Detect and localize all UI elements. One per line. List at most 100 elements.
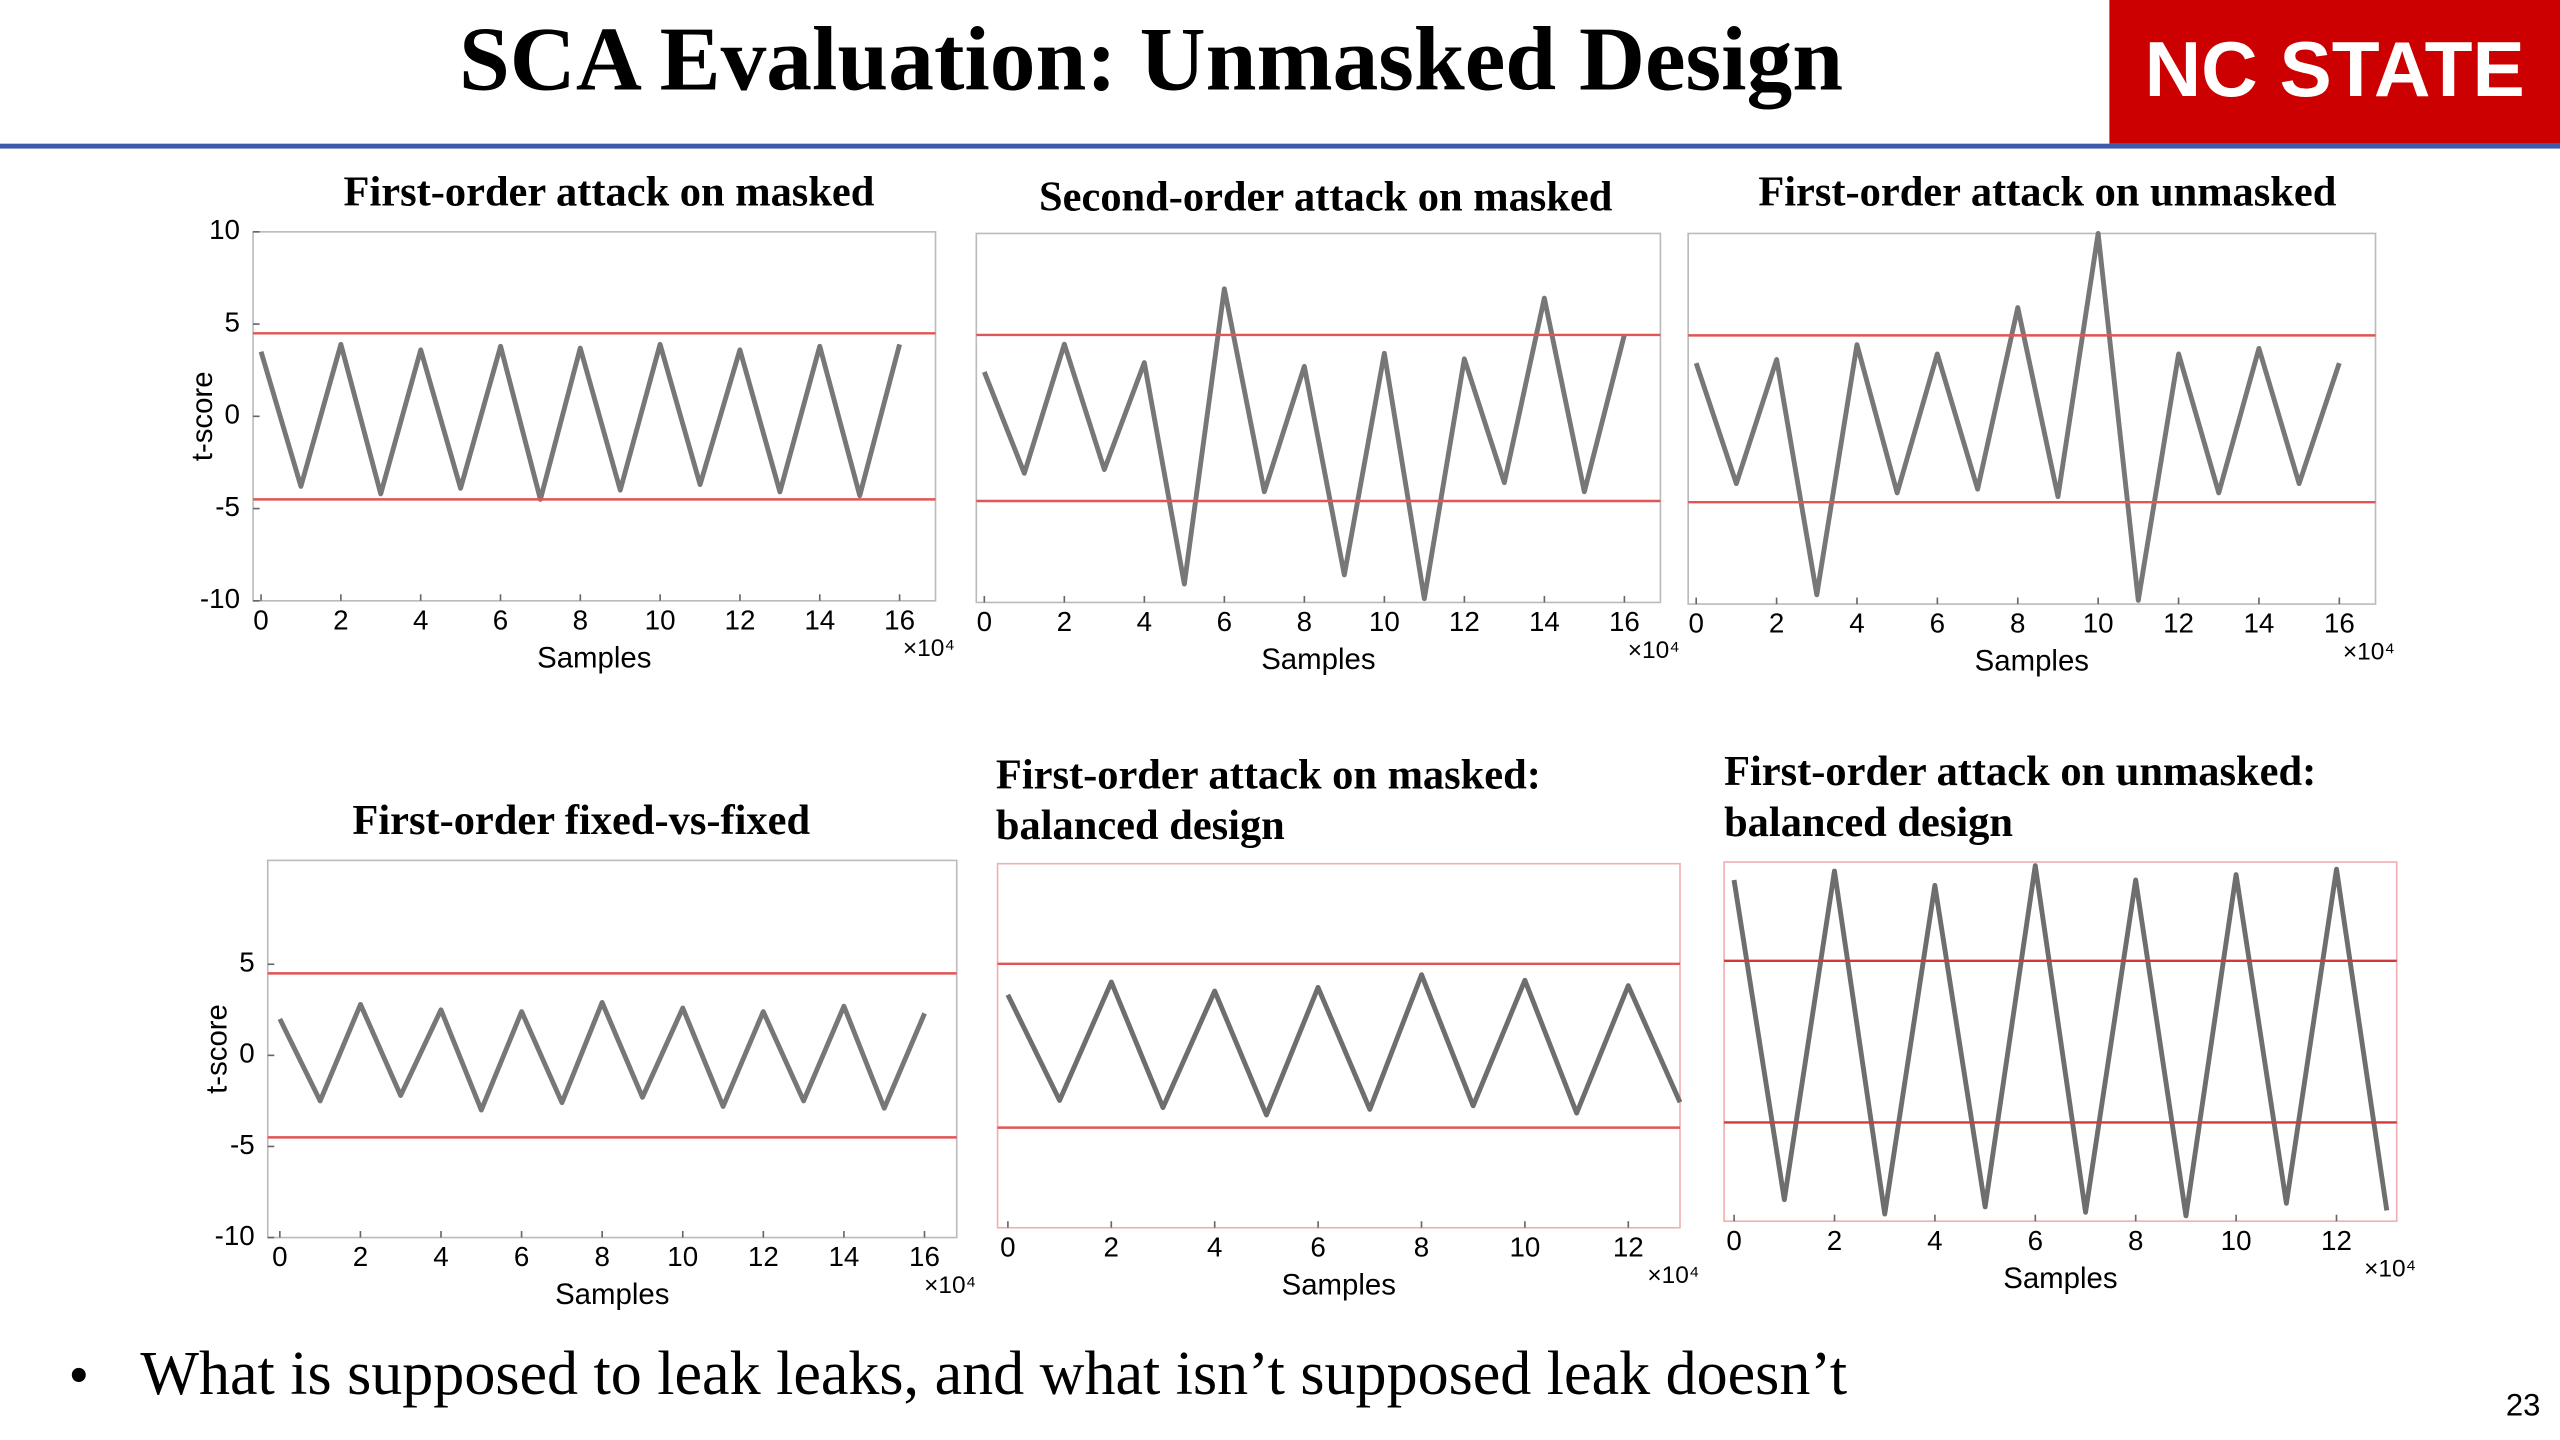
header-rule bbox=[0, 143, 2560, 149]
y-tick-label: 5 bbox=[239, 947, 254, 978]
chart-title: balanced design bbox=[1724, 799, 2013, 846]
x-tick-label: 4 bbox=[433, 1241, 448, 1272]
x-tick-label: 0 bbox=[272, 1241, 287, 1272]
plot-area bbox=[975, 232, 1662, 604]
x-tick-label: 12 bbox=[1613, 1231, 1644, 1262]
chart-title: First-order attack on unmasked: bbox=[1724, 748, 2316, 795]
x-tick-label: 2 bbox=[1827, 1225, 1842, 1256]
y-tick-label: -5 bbox=[215, 491, 240, 522]
x-tick-label: 6 bbox=[514, 1241, 529, 1272]
x-tick-label: 4 bbox=[1207, 1231, 1222, 1262]
trace bbox=[277, 1000, 927, 1113]
logo-box bbox=[2109, 0, 2560, 144]
trace bbox=[258, 341, 902, 502]
x-axis-label: Samples bbox=[1282, 1268, 1396, 1301]
x-tick-label: 4 bbox=[1137, 606, 1152, 637]
x-tick-label: 14 bbox=[1529, 606, 1560, 637]
logo: NC STATE bbox=[2145, 25, 2525, 113]
x-tick-label: 16 bbox=[909, 1241, 940, 1272]
x-multiplier: ×10⁴ bbox=[903, 635, 955, 662]
x-tick-label: 12 bbox=[2321, 1225, 2352, 1256]
x-tick-label: 2 bbox=[353, 1241, 368, 1272]
x-tick-label: 8 bbox=[1297, 606, 1312, 637]
x-tick-label: 8 bbox=[2010, 608, 2025, 639]
y-tick-label: 0 bbox=[225, 399, 240, 430]
bullet-text: What is supposed to leak leaks, and what… bbox=[140, 1340, 1847, 1408]
x-tick-label: 10 bbox=[645, 604, 676, 635]
y-tick-label: 5 bbox=[225, 306, 240, 337]
x-tick-label: 0 bbox=[977, 606, 992, 637]
x-multiplier: ×10⁴ bbox=[1628, 637, 1680, 664]
y-tick-label: 0 bbox=[239, 1038, 254, 1069]
x-tick-label: 12 bbox=[748, 1241, 779, 1272]
x-tick-label: 4 bbox=[1927, 1225, 1942, 1256]
x-axis-label: Samples bbox=[555, 1278, 669, 1311]
x-tick-label: 6 bbox=[1217, 606, 1232, 637]
x-tick-label: 16 bbox=[1609, 606, 1640, 637]
x-tick-label: 2 bbox=[333, 604, 348, 635]
chart-title: First-order attack on masked: bbox=[996, 752, 1541, 799]
trace bbox=[1731, 863, 2390, 1219]
plot-area bbox=[996, 862, 1681, 1229]
bullet-dot: • bbox=[69, 1343, 90, 1408]
x-axis-label: Samples bbox=[1261, 643, 1375, 676]
y-tick-label: 10 bbox=[209, 214, 240, 245]
x-tick-label: 6 bbox=[493, 604, 508, 635]
x-tick-label: 10 bbox=[2083, 608, 2114, 639]
x-tick-label: 2 bbox=[1057, 606, 1072, 637]
x-tick-label: 8 bbox=[1414, 1231, 1429, 1262]
y-tick-label: -10 bbox=[215, 1220, 255, 1251]
x-tick-label: 2 bbox=[1769, 608, 1784, 639]
x-multiplier: ×10⁴ bbox=[924, 1272, 976, 1299]
x-tick-label: 10 bbox=[1369, 606, 1400, 637]
x-tick-label: 0 bbox=[1726, 1225, 1741, 1256]
x-tick-label: 4 bbox=[413, 604, 428, 635]
y-tick-label: -10 bbox=[200, 583, 240, 614]
x-tick-label: 14 bbox=[2244, 608, 2275, 639]
chart-title: Second-order attack on masked bbox=[1039, 174, 1613, 221]
x-axis-label: Samples bbox=[537, 641, 651, 674]
x-tick-label: 8 bbox=[2128, 1225, 2143, 1256]
x-multiplier: ×10⁴ bbox=[1647, 1262, 1699, 1289]
x-tick-label: 6 bbox=[1310, 1231, 1325, 1262]
x-tick-label: 12 bbox=[1449, 606, 1480, 637]
y-axis-label: t-score bbox=[186, 371, 219, 461]
trace bbox=[1693, 231, 2342, 603]
x-tick-label: 8 bbox=[594, 1241, 609, 1272]
y-tick-label: -5 bbox=[230, 1129, 255, 1160]
chart-title: First-order attack on unmasked bbox=[1758, 169, 2336, 216]
x-axis-label: Samples bbox=[2003, 1262, 2117, 1295]
x-tick-label: 4 bbox=[1849, 608, 1864, 639]
x-tick-label: 0 bbox=[1000, 1231, 1015, 1262]
x-tick-label: 14 bbox=[828, 1241, 859, 1272]
x-tick-label: 0 bbox=[253, 604, 268, 635]
x-tick-label: 0 bbox=[1688, 608, 1703, 639]
x-axis-label: Samples bbox=[1975, 645, 2089, 678]
chart-title: balanced design bbox=[996, 802, 1285, 849]
plot-area bbox=[1687, 232, 2377, 605]
slide-title: SCA Evaluation: Unmasked Design bbox=[459, 9, 1843, 110]
x-tick-label: 12 bbox=[2163, 608, 2194, 639]
page-number: 23 bbox=[2506, 1388, 2541, 1423]
x-multiplier: ×10⁴ bbox=[2343, 639, 2395, 666]
x-tick-label: 12 bbox=[725, 604, 756, 635]
x-tick-label: 6 bbox=[2028, 1225, 2043, 1256]
plot-area bbox=[266, 859, 958, 1239]
x-multiplier: ×10⁴ bbox=[2364, 1256, 2416, 1283]
x-tick-label: 10 bbox=[1509, 1231, 1540, 1262]
trace bbox=[1005, 972, 1683, 1118]
x-tick-label: 6 bbox=[1930, 608, 1945, 639]
chart-title: First-order fixed-vs-fixed bbox=[352, 797, 810, 844]
x-tick-label: 8 bbox=[573, 604, 588, 635]
x-tick-label: 10 bbox=[2221, 1225, 2252, 1256]
plot-area bbox=[252, 231, 937, 602]
x-tick-label: 16 bbox=[884, 604, 915, 635]
x-tick-label: 2 bbox=[1104, 1231, 1119, 1262]
chart-title: First-order attack on masked bbox=[344, 169, 875, 216]
x-tick-label: 16 bbox=[2324, 608, 2355, 639]
trace bbox=[982, 286, 1627, 602]
y-axis-label: t-score bbox=[201, 1004, 234, 1094]
x-tick-label: 10 bbox=[667, 1241, 698, 1272]
